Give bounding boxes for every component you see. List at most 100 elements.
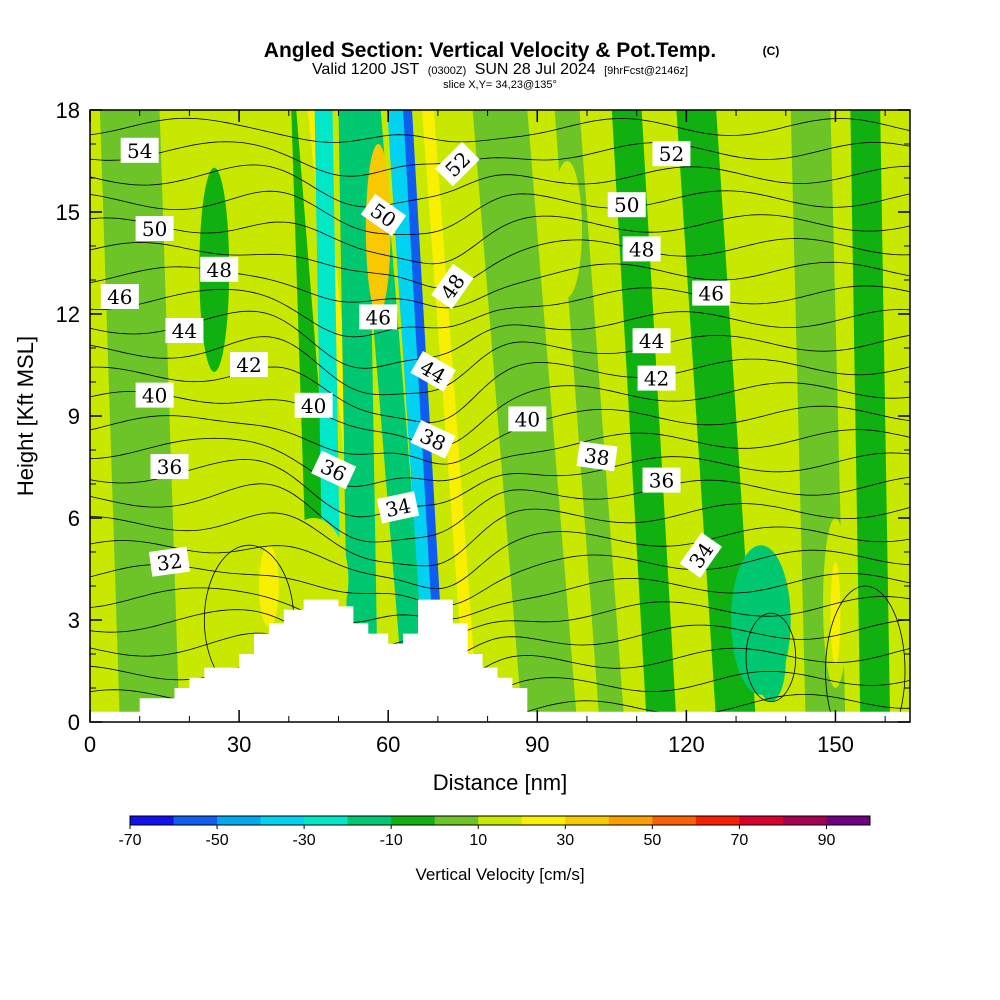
contour-label-text: 38 — [583, 443, 612, 470]
x-axis: 0 30 60 90 120 150 — [84, 110, 886, 757]
colorbar-swatch — [130, 816, 175, 825]
contour-label: 32 — [148, 546, 191, 577]
contour-label: 40 — [135, 382, 174, 408]
contour-label-box — [435, 141, 480, 187]
theta-contour — [90, 309, 910, 369]
theta-contour — [90, 358, 910, 423]
colorbar-swatch — [521, 816, 566, 825]
valid-date: SUN 28 Jul 2024 — [475, 61, 596, 78]
contour-label-text: 32 — [155, 549, 184, 576]
colorbar-tick-label: -10 — [380, 832, 403, 849]
theta-contour — [90, 526, 910, 590]
contour-label: 42 — [230, 352, 269, 377]
x-tick-label: 30 — [227, 732, 251, 757]
vv-cell — [365, 144, 391, 314]
contour-label-box — [632, 328, 671, 354]
colorbar-swatch — [478, 816, 523, 825]
theta-contour — [825, 585, 906, 722]
colorbar-swatch — [695, 816, 740, 825]
contour-label-box — [135, 216, 174, 241]
colorbar-swatch — [391, 816, 436, 825]
vv-cell — [830, 562, 841, 665]
theta-contour — [90, 596, 910, 653]
contour-label-box — [692, 280, 731, 306]
colorbar — [129, 815, 871, 829]
y-axis-label: Height [Kft MSL] — [13, 336, 38, 496]
colorbar-swatch — [217, 816, 262, 825]
chart-title: Angled Section: Vertical Velocity & Pot.… — [264, 39, 716, 62]
slice-info: slice X,Y= 34,23@135° — [443, 79, 557, 91]
contour-label-text: 46 — [698, 282, 723, 306]
contour-label: 34 — [376, 491, 420, 524]
contour-label-box — [642, 467, 681, 493]
y-tick-label: 3 — [68, 608, 80, 633]
vv-cell — [755, 620, 786, 702]
x-tick-label: 120 — [668, 732, 705, 757]
colorbar-swatch — [652, 816, 697, 825]
colorbar-tick-label: -70 — [118, 832, 141, 849]
contour-label-box — [508, 406, 547, 432]
theta-contour — [90, 476, 910, 543]
colorbar-frame — [129, 815, 871, 826]
theta-contour — [90, 334, 910, 396]
colorbar-swatch — [826, 816, 871, 825]
contour-label-text: 44 — [639, 329, 664, 353]
contour-label: 50 — [607, 192, 646, 218]
y-tick-label: 9 — [68, 404, 80, 429]
colorbar-labels: -70 -50 -30 -10 10 30 50 70 90 — [118, 832, 835, 849]
contour-label-box — [376, 491, 420, 524]
forecast-tag: [9hrFcst@2146z] — [604, 65, 688, 77]
contour-label-text: 50 — [142, 217, 167, 241]
vv-band — [421, 110, 479, 722]
theta-contour — [90, 429, 910, 487]
vv-cell — [258, 545, 279, 627]
theta-contour — [90, 405, 910, 465]
vv-band — [850, 110, 891, 722]
contour-label-box — [100, 284, 139, 309]
contour-label: 36 — [642, 467, 681, 493]
theta-contour — [90, 117, 910, 143]
contour-label-text: 52 — [659, 142, 684, 166]
contour-label-box — [150, 454, 189, 479]
contour-label: 36 — [150, 454, 189, 479]
colorbar-swatch — [782, 816, 827, 825]
colorbar-tick-label: 10 — [469, 832, 487, 849]
contour-label-box — [652, 141, 691, 167]
plot-area: 5450484644424036324036345046524844384038… — [90, 110, 910, 722]
contour-label: 44 — [165, 318, 204, 343]
contour-label-box — [360, 193, 407, 237]
y-tick-label: 18 — [56, 98, 80, 123]
contour-label-box — [607, 192, 646, 218]
contour-label-box — [311, 450, 357, 490]
contour-labels: 5450484644424036324036345046524844384038… — [100, 137, 731, 578]
colorbar-tick-label: 70 — [731, 832, 749, 849]
contour-label: 46 — [100, 284, 139, 309]
chart-title-suffix: (C) — [763, 44, 780, 58]
x-tick-label: 0 — [84, 732, 96, 757]
theta-contour — [90, 238, 910, 289]
x-tick-label: 150 — [817, 732, 854, 757]
theta-contour — [90, 141, 910, 177]
y-tick-label: 6 — [68, 506, 80, 531]
theta-contour — [90, 285, 910, 338]
contour-label-text: 36 — [649, 469, 674, 493]
vv-band — [159, 110, 235, 722]
contour-label-box — [148, 546, 191, 577]
colorbar-swatch — [739, 816, 784, 825]
colorbar-tick-label: -50 — [205, 832, 228, 849]
contour-label-text: 48 — [629, 237, 654, 261]
theta-contour — [745, 612, 797, 703]
y-tick-label: 15 — [56, 200, 80, 225]
colorbar-tick-label: 90 — [818, 832, 836, 849]
contour-label-text: 54 — [127, 139, 152, 163]
contour-label-text: 42 — [236, 353, 261, 377]
colorbar-swatch — [434, 816, 479, 825]
theta-contour — [90, 164, 910, 208]
contour-label-box — [576, 441, 618, 472]
colorbar-swatch — [565, 816, 610, 825]
y-tick-label: 0 — [68, 710, 80, 735]
contour-label: 46 — [359, 304, 398, 330]
terrain-mask — [90, 599, 910, 722]
